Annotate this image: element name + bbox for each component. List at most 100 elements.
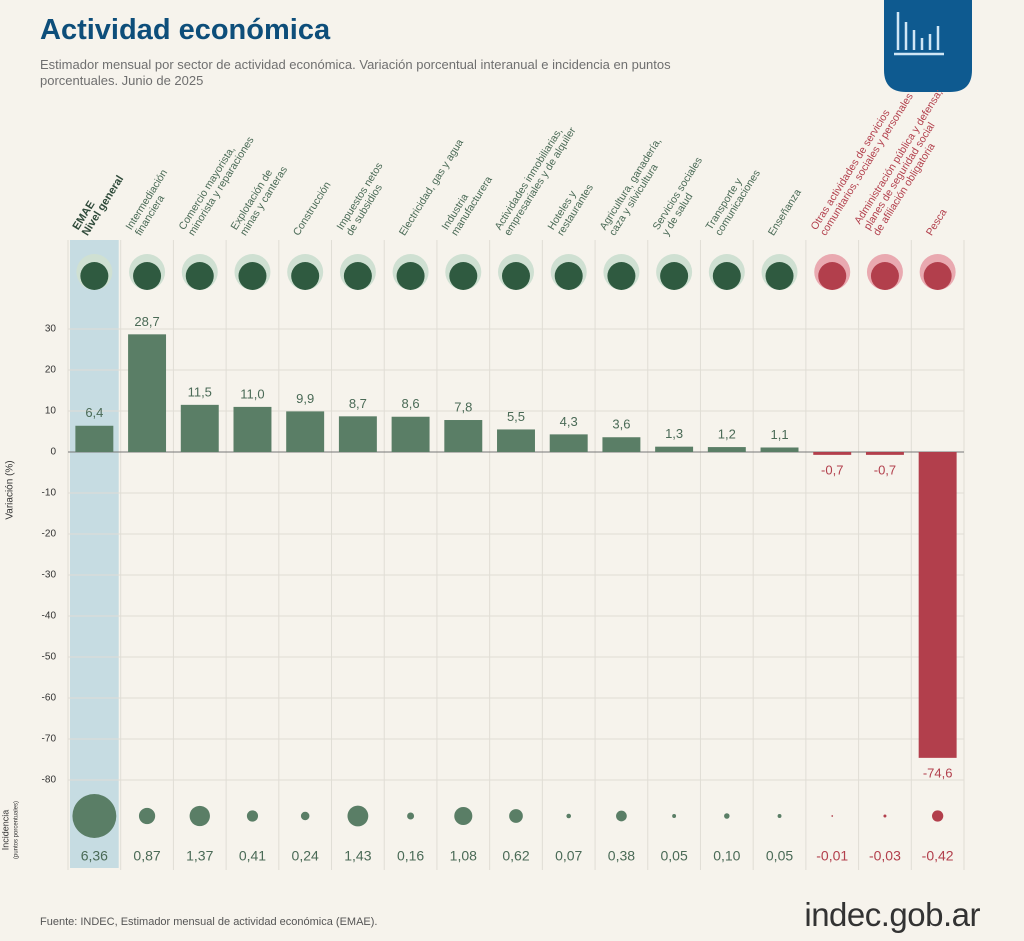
incidence-label: Incidencia <box>0 810 10 851</box>
y-tick-label: 10 <box>45 406 57 417</box>
incidence-bubble <box>724 813 730 819</box>
y-tick-label: -20 <box>42 529 57 540</box>
incidence-label: 0,41 <box>239 848 266 864</box>
y-tick-label: -40 <box>42 611 57 622</box>
incidence-label: 0,07 <box>555 848 582 864</box>
sector-icon-inner <box>185 262 214 290</box>
bar <box>813 452 852 455</box>
bar <box>286 411 325 452</box>
incidence-label: 0,05 <box>766 848 793 864</box>
bar <box>444 420 483 452</box>
bar <box>655 446 694 452</box>
y-tick-label: -30 <box>42 570 57 581</box>
value-label: 8,6 <box>402 396 420 411</box>
incidence-bubble <box>300 811 310 821</box>
bar <box>75 425 114 452</box>
incidence-bubble <box>509 809 523 823</box>
logo-text: indec.gob.ar <box>804 896 980 933</box>
incidence-bubble <box>347 805 369 827</box>
value-label: 6,4 <box>85 405 103 420</box>
incidence-label: -0,42 <box>922 848 954 864</box>
value-label: 1,1 <box>770 427 788 442</box>
sector-icon-inner <box>449 262 478 290</box>
bar <box>391 416 430 452</box>
value-label: -74,6 <box>923 765 953 780</box>
incidence-label: 1,08 <box>450 848 477 864</box>
incidence-bubble <box>189 805 210 827</box>
sector-icon-inner <box>133 262 162 290</box>
bar <box>602 437 641 452</box>
bar <box>549 434 588 452</box>
value-label: 8,7 <box>349 396 367 411</box>
incidence-label: 0,62 <box>502 848 529 864</box>
incidence-label: 0,16 <box>397 848 424 864</box>
sector-icon-inner <box>238 262 267 290</box>
y-tick-label: -50 <box>42 652 57 663</box>
sector-icon-inner <box>923 262 952 290</box>
y-tick-label: -60 <box>42 693 57 704</box>
sector-icon-inner <box>712 262 741 290</box>
sector-icon-inner <box>818 262 847 290</box>
incidence-label: 1,43 <box>344 848 371 864</box>
sector-icon-inner <box>343 262 372 290</box>
value-label: 3,6 <box>612 417 630 432</box>
value-label: 28,7 <box>134 314 159 329</box>
value-label: 1,2 <box>718 427 736 442</box>
sector-icon-inner <box>291 262 320 290</box>
incidence-bubble <box>138 807 156 825</box>
sector-icon-inner <box>396 262 425 290</box>
y-tick-label: 20 <box>45 365 57 376</box>
incidence-label: 0,05 <box>660 848 687 864</box>
value-label: 1,3 <box>665 426 683 441</box>
sector-icon-inner <box>607 262 636 290</box>
incidence-label: 0,87 <box>133 848 160 864</box>
sector-icon-inner <box>870 262 899 290</box>
value-label: 4,3 <box>560 414 578 429</box>
value-label: 5,5 <box>507 409 525 424</box>
bar <box>707 447 746 452</box>
incidence-bubble <box>672 814 677 818</box>
incidence-label: 0,10 <box>713 848 740 864</box>
incidence-bubble <box>454 806 473 826</box>
sector-icon-inner <box>502 262 530 290</box>
bar <box>128 334 167 452</box>
value-label: 11,0 <box>240 386 264 401</box>
incidence-label: 1,37 <box>186 848 213 864</box>
highlight-column <box>70 240 119 868</box>
bar <box>918 452 957 758</box>
incidence-bubble <box>566 813 572 819</box>
incidence-bubble <box>831 815 834 817</box>
logo-icon <box>894 12 944 56</box>
chart-subtitle: Estimador mensual por sector de activida… <box>40 57 671 88</box>
incidence-bubble <box>932 810 944 822</box>
chart-title: Actividad económica <box>40 14 331 46</box>
y-tick-label: -70 <box>42 734 57 745</box>
incidence-bubble <box>246 810 259 822</box>
sector-icon-inner <box>80 262 109 290</box>
incidence-label: -0,03 <box>869 848 901 864</box>
incidence-bubble <box>407 812 415 820</box>
incidence-bubble <box>72 794 117 838</box>
bar <box>233 406 272 452</box>
sector-icon-inner <box>554 262 583 290</box>
y-tick-label: 30 <box>45 324 57 335</box>
incidence-label: -0,01 <box>816 848 848 864</box>
incidence-bubble <box>777 814 782 818</box>
y-tick-label: -10 <box>42 488 57 499</box>
incidence-label: 6,36 <box>81 848 108 864</box>
value-label: 7,8 <box>454 399 472 414</box>
value-label: 9,9 <box>296 391 314 406</box>
source-note: Fuente: INDEC, Estimador mensual de acti… <box>40 916 378 928</box>
bar <box>180 404 219 452</box>
value-label: -0,7 <box>874 462 896 477</box>
bar <box>338 416 377 452</box>
bar <box>497 429 535 452</box>
bar <box>760 447 799 452</box>
incidence-bubble <box>616 810 627 822</box>
incidence-label: 0,38 <box>608 848 635 864</box>
sector-icon-inner <box>765 262 794 290</box>
sector-icon-inner <box>660 262 689 290</box>
y-axis-label: Variación (%) <box>5 460 16 519</box>
